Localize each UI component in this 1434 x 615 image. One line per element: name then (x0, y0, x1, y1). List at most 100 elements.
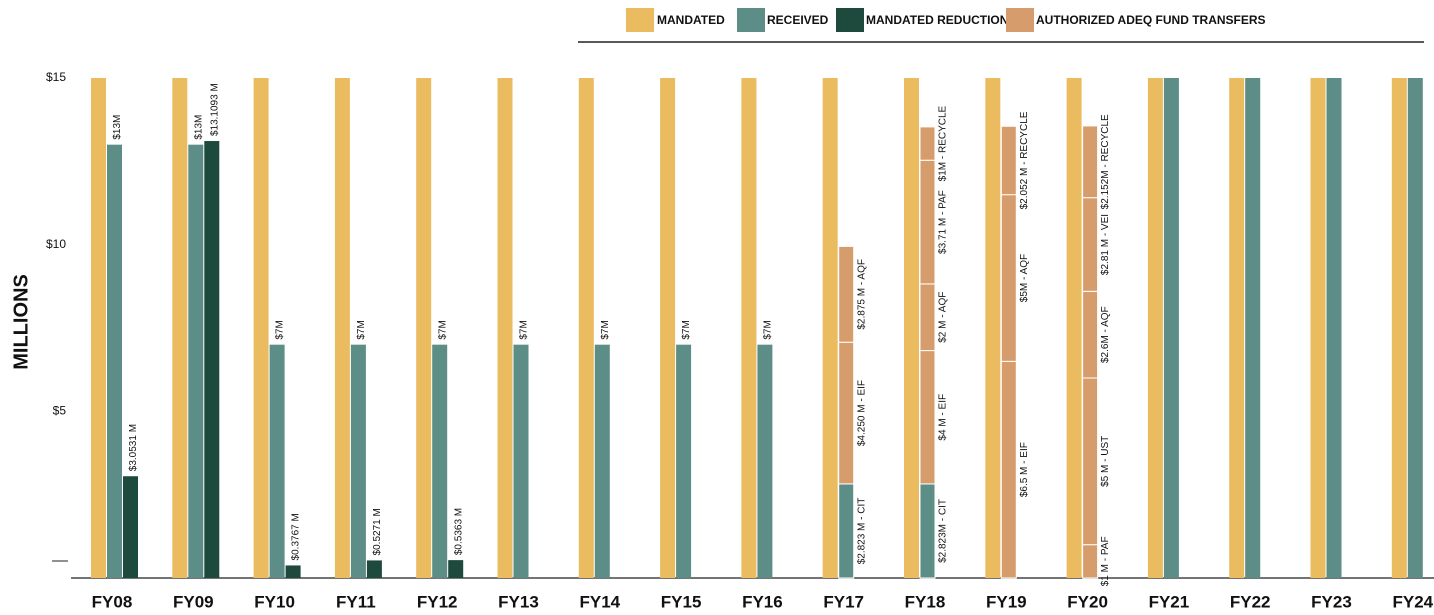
legend-label: AUTHORIZED ADEQ FUND TRANSFERS (1036, 13, 1266, 27)
segment-label: $2.823M - CIT (938, 499, 949, 563)
value-label: $7M (519, 320, 530, 339)
stack-segment (919, 283, 936, 352)
stack-segment (1082, 377, 1099, 546)
x-tick-label: FY21 (1149, 592, 1190, 611)
bar (91, 78, 106, 578)
value-label: $0.5271 M (372, 508, 383, 555)
bar (1310, 78, 1326, 578)
x-tick-label: FY17 (823, 592, 864, 611)
value-label: $0.3767 M (291, 513, 302, 560)
stack-segment (1082, 125, 1099, 199)
bar (1229, 78, 1245, 578)
bar (513, 344, 529, 578)
bar (497, 78, 513, 578)
bar (1391, 78, 1407, 578)
value-label: $7M (356, 320, 367, 339)
stack-segment (1000, 194, 1017, 362)
segment-label: $3.71 M - PAF (938, 190, 949, 254)
segment-label: $2.052 M - RECYCLE (1019, 111, 1030, 209)
bar (172, 78, 188, 578)
bar (985, 78, 1001, 578)
bar (188, 144, 204, 578)
stack-segment (1082, 197, 1099, 292)
bar (1147, 78, 1163, 578)
bar (1407, 78, 1423, 578)
value-label: $13M (112, 115, 123, 140)
bar (123, 476, 138, 578)
bar (757, 344, 773, 578)
x-tick-label: FY09 (173, 592, 214, 611)
value-label: $7M (763, 320, 774, 339)
segment-label: $2.81 M - VEI (1100, 214, 1111, 275)
segment-label: $4 M - EIF (938, 394, 949, 441)
x-tick-label: FY12 (417, 592, 458, 611)
value-label: $7M (600, 320, 611, 339)
stack-segment (838, 341, 855, 485)
stack-segment (1000, 125, 1017, 196)
stack-segment (919, 483, 936, 579)
bar (578, 78, 594, 578)
legend-swatch (1006, 8, 1034, 32)
value-label: $13.1093 M (209, 83, 220, 136)
legend-swatch (836, 8, 864, 32)
bar (676, 344, 692, 578)
legend-label: MANDATED (657, 13, 725, 27)
bar (448, 560, 464, 578)
value-label: $0.5363 M (453, 508, 464, 555)
x-tick-label: FY20 (1067, 592, 1108, 611)
bar (432, 344, 448, 578)
x-tick-label: FY23 (1311, 592, 1352, 611)
segment-label: $4.250 M - EIF (856, 380, 867, 446)
y-axis-label: MILLIONS (10, 274, 32, 370)
x-tick-label: FY19 (986, 592, 1027, 611)
stack-segment (838, 245, 855, 343)
bar (416, 78, 432, 578)
segment-label: $1 M - PAF (1100, 536, 1111, 586)
legend-swatch (737, 8, 765, 32)
x-tick-label: FY14 (579, 592, 620, 611)
bar (350, 344, 366, 578)
segment-label: $2.875 M - AQF (856, 259, 867, 330)
segment-label: $2 M - AQF (938, 292, 949, 343)
value-label: $7M (681, 320, 692, 339)
segment-label: $2.6M - AQF (1100, 306, 1111, 363)
x-tick-label: FY15 (661, 592, 702, 611)
stack-segment (1082, 290, 1099, 379)
bar (904, 78, 919, 578)
bar (822, 78, 838, 578)
x-tick-label: FY24 (1392, 592, 1433, 611)
segment-label: $1M - RECYCLE (938, 105, 949, 181)
value-label: $13M (193, 115, 204, 140)
bar (1163, 78, 1179, 578)
x-tick-label: FY18 (905, 592, 946, 611)
segment-label: $2.152M - RECYCLE (1100, 114, 1111, 209)
bar (107, 144, 122, 578)
legend-label: MANDATED REDUCTIONS (866, 13, 1016, 27)
bar (1326, 78, 1342, 578)
bar (334, 78, 350, 578)
bar (285, 565, 301, 578)
bar (594, 344, 610, 578)
stack-segment (919, 350, 936, 485)
value-label: $3.0531 M (128, 424, 139, 471)
x-tick-label: FY16 (742, 592, 783, 611)
bar (204, 141, 220, 579)
bar (1245, 78, 1261, 578)
segment-label: $5 M - UST (1100, 436, 1111, 487)
stack-segment (1000, 360, 1017, 579)
x-tick-label: FY22 (1230, 592, 1271, 611)
bar (269, 344, 285, 578)
bar (366, 560, 382, 578)
stack-segment (919, 126, 936, 161)
bar (253, 78, 269, 578)
stack-segment (919, 159, 936, 285)
stack-segment (1082, 544, 1099, 579)
y-tick-label: $10 (46, 237, 66, 251)
y-tick-label: $15 (46, 70, 66, 84)
legend-swatch (626, 8, 654, 32)
bar (1066, 78, 1082, 578)
x-tick-label: FY08 (92, 592, 133, 611)
x-tick-label: FY13 (498, 592, 539, 611)
value-label: $7M (275, 320, 286, 339)
